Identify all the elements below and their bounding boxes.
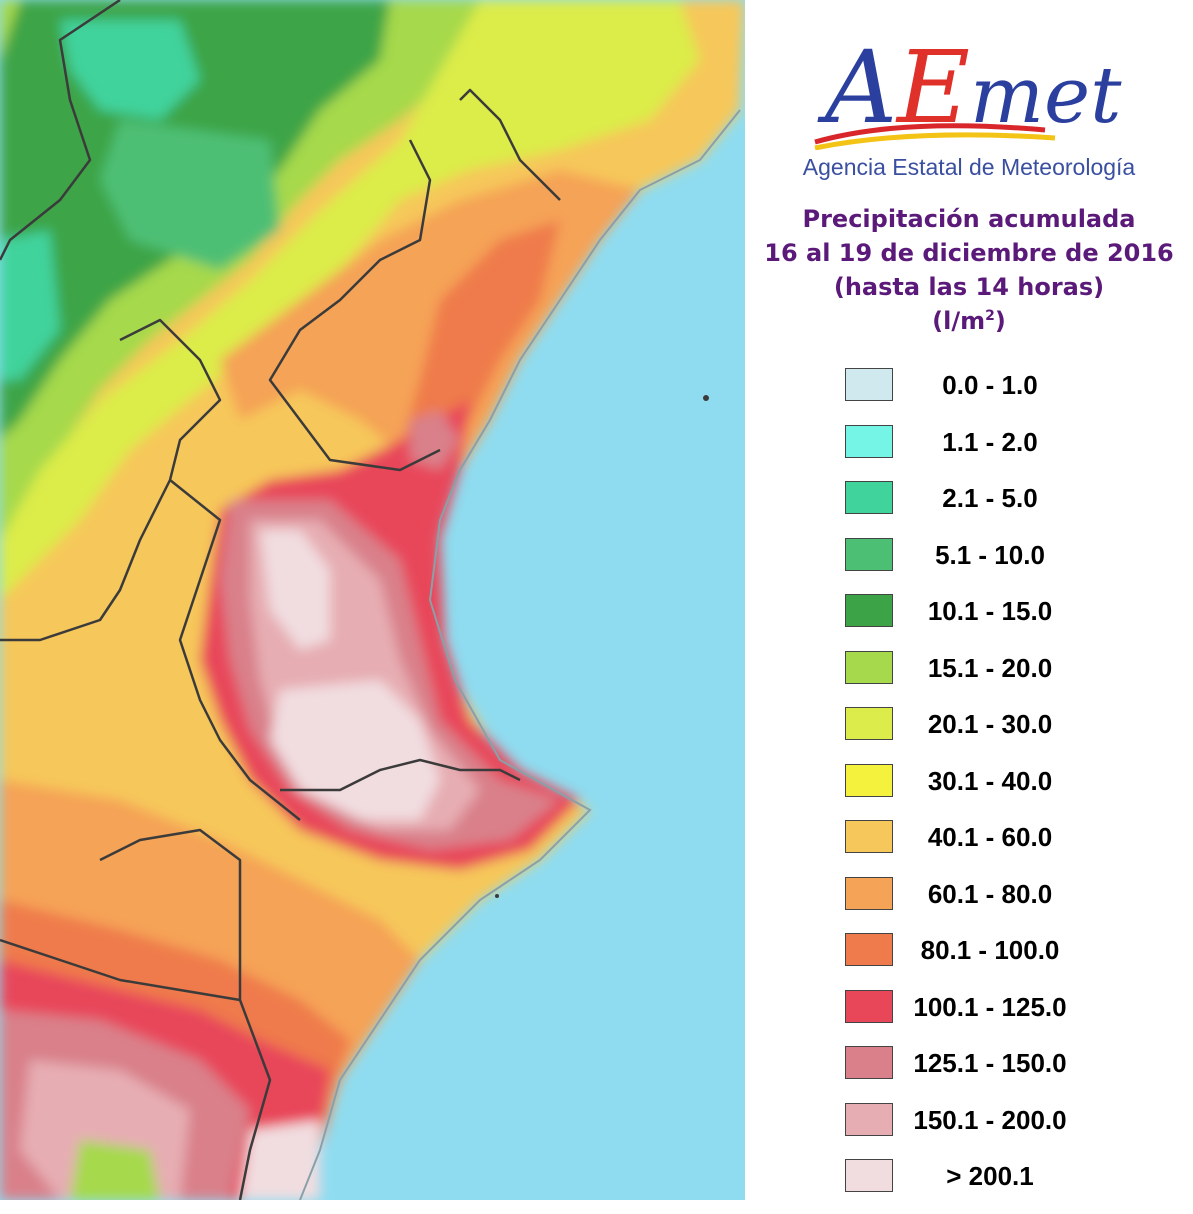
legend-label: 100.1 - 125.0 <box>913 991 1067 1022</box>
zone-teal3 <box>0 230 60 380</box>
legend-swatch <box>845 820 893 853</box>
legend-item: 30.1 - 40.0 <box>745 762 1193 819</box>
title-unit: (l/m2) <box>745 304 1193 338</box>
precipitation-map <box>0 0 745 1200</box>
legend-swatch <box>845 763 893 797</box>
legend-item: 150.1 - 200.0 <box>745 1101 1193 1158</box>
zone-south-green <box>70 1140 160 1200</box>
legend-swatch <box>845 368 893 401</box>
legend-swatch <box>845 989 893 1023</box>
island <box>703 395 709 401</box>
legend-label: 0.0 - 1.0 <box>942 370 1038 400</box>
title-line-2: 16 al 19 de diciembre de 2016 <box>764 239 1174 267</box>
legend-item: 100.1 - 125.0 <box>745 988 1193 1045</box>
legend-item: 1.1 - 2.0 <box>745 423 1193 480</box>
unit-superscript: 2 <box>985 308 995 324</box>
agency-name: Agencia Estatal de Meteorología <box>802 154 1136 180</box>
legend-item: 5.1 - 10.0 <box>745 536 1193 593</box>
region-borders <box>0 0 561 1200</box>
legend-label: > 200.1 <box>946 1161 1034 1191</box>
border-alicante <box>280 758 521 792</box>
legend-item: > 200.1 <box>745 1157 1193 1214</box>
aemet-logo: A E met <box>805 29 1135 151</box>
legend-item: 2.1 - 5.0 <box>745 479 1193 536</box>
legend-swatch <box>845 876 893 910</box>
border-murcia2 <box>0 938 241 1002</box>
legend-panel: A E met Agencia Estatal de Meteorología … <box>745 0 1193 1200</box>
legend-swatch <box>845 1046 893 1079</box>
legend-item: 125.1 - 150.0 <box>745 1044 1193 1101</box>
legend-swatch <box>845 424 893 458</box>
legend-label: 30.1 - 40.0 <box>927 765 1053 796</box>
unit-close: ) <box>994 307 1006 335</box>
zone-white2 <box>270 680 440 820</box>
legend-item: 20.1 - 30.0 <box>745 705 1193 762</box>
legend-item: 80.1 - 100.0 <box>745 931 1193 988</box>
zone-south-white <box>240 1120 320 1200</box>
legend-label: 125.1 - 150.0 <box>913 1048 1067 1078</box>
zone-pink <box>410 410 460 470</box>
legend-label: 40.1 - 60.0 <box>927 822 1053 852</box>
coastline <box>299 109 741 1200</box>
border-aragon-catalonia <box>459 88 561 201</box>
legend-swatch <box>845 933 893 966</box>
unit-base: (l/m <box>932 307 986 335</box>
legend-label: 15.1 - 20.0 <box>927 652 1053 683</box>
legend-label: 2.1 - 5.0 <box>942 483 1038 513</box>
logo-wordmark-met: met <box>970 51 1122 141</box>
legend-swatch <box>845 650 893 684</box>
zone-yellow <box>0 0 700 600</box>
legend-item: 10.1 - 15.0 <box>745 592 1193 649</box>
legend-item: 40.1 - 60.0 <box>745 818 1193 875</box>
legend-swatch <box>845 1159 893 1192</box>
map-title: Precipitación acumulada 16 al 19 de dici… <box>745 202 1193 338</box>
legend-item: 15.1 - 20.0 <box>745 649 1193 706</box>
legend-label: 1.1 - 2.0 <box>942 426 1038 457</box>
legend-label: 60.1 - 80.0 <box>927 878 1053 909</box>
logo-wordmark-e: E <box>895 30 970 146</box>
border-teruel <box>268 139 441 472</box>
legend-swatch <box>845 1102 893 1136</box>
logo-swoosh-red <box>814 123 1046 145</box>
logo-swoosh-yellow <box>814 132 1056 151</box>
zone-teal2 <box>100 120 280 270</box>
legend-swatch <box>845 481 893 514</box>
legend: 0.0 - 1.0 1.1 - 2.0 2.1 - 5.0 5.1 - 10.0… <box>745 366 1193 1214</box>
legend-swatch <box>845 707 893 740</box>
zone-white1 <box>260 530 330 650</box>
legend-label: 10.1 - 15.0 <box>927 596 1053 626</box>
zone-teal <box>60 20 200 120</box>
legend-label: 5.1 - 10.0 <box>935 539 1045 570</box>
legend-swatch <box>845 594 893 627</box>
border-north <box>0 0 121 261</box>
logo-wordmark: A <box>817 30 897 146</box>
border-valencia <box>169 479 301 821</box>
title-line-3: (hasta las 14 horas) <box>833 273 1105 301</box>
legend-swatch <box>845 537 893 571</box>
island <box>495 894 499 898</box>
legend-label: 80.1 - 100.0 <box>920 935 1060 965</box>
legend-label: 150.1 - 200.0 <box>913 1104 1067 1135</box>
border-murcia <box>99 828 272 1200</box>
legend-item: 60.1 - 80.0 <box>745 875 1193 932</box>
legend-item: 0.0 - 1.0 <box>745 366 1193 423</box>
legend-label: 20.1 - 30.0 <box>927 709 1053 739</box>
title-line-1: Precipitación acumulada <box>802 205 1136 233</box>
zone-darkorange <box>400 220 560 470</box>
